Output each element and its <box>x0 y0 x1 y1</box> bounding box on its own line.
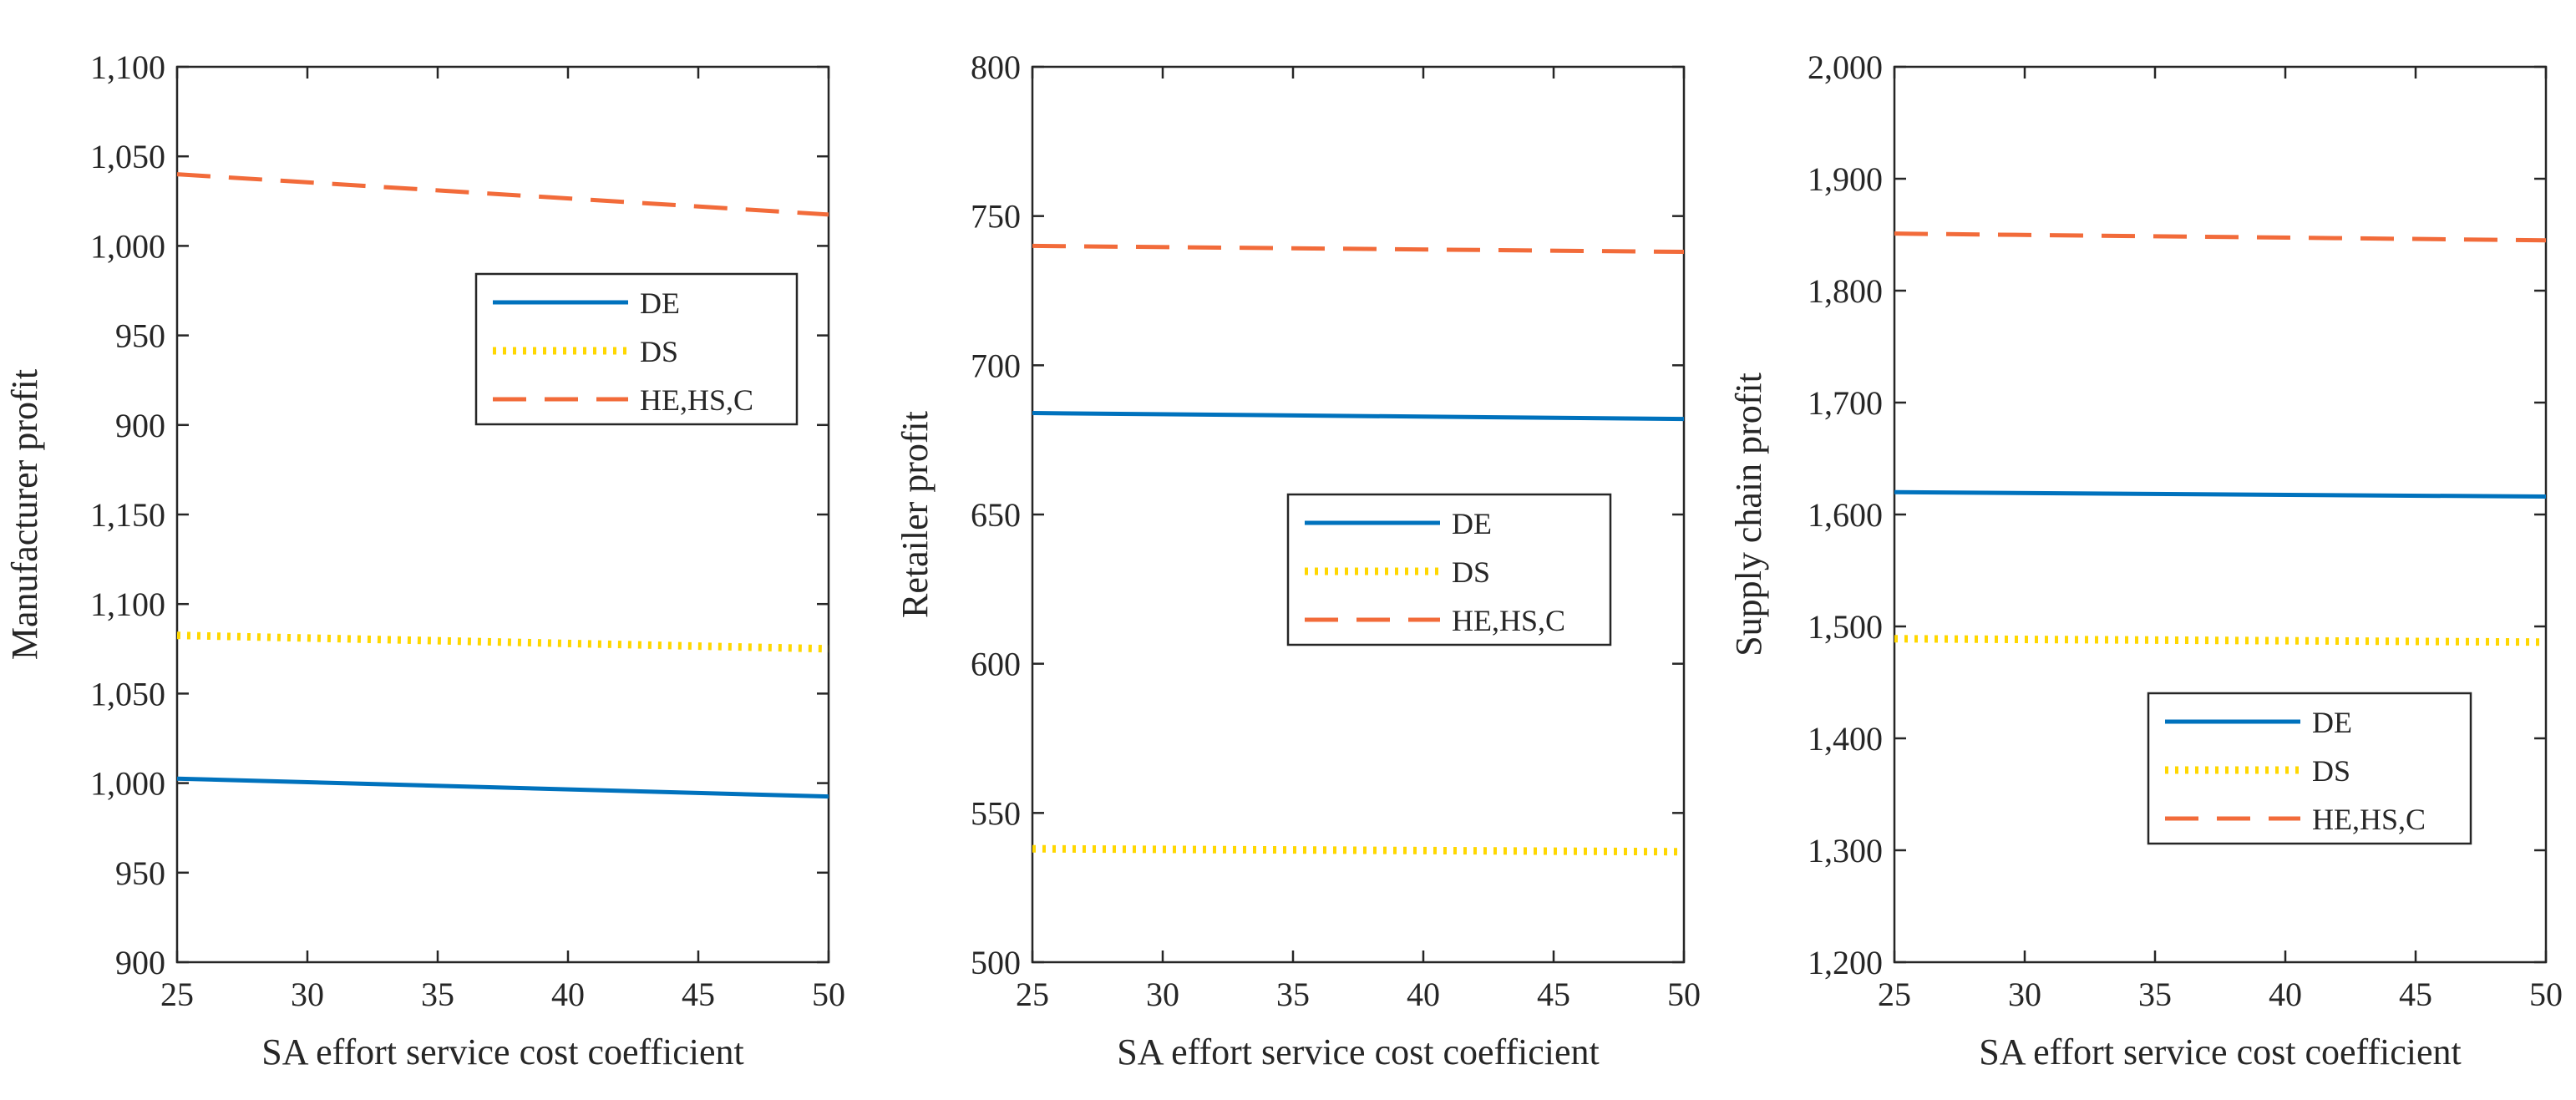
legend-label: HE,HS,C <box>2312 803 2426 836</box>
x-tick-label: 35 <box>1276 976 1310 1013</box>
y-tick-label: 1,500 <box>1808 608 1883 646</box>
chart-panel-3: 25 30 35 40 45 50 1,200 1,300 1,400 1,500 1,600 1,7… <box>1728 48 2563 1072</box>
y-tick-label: 700 <box>971 347 1021 384</box>
legend: DE DS HE,HS,C <box>1288 494 1610 645</box>
x-axis-label: SA effort service cost coefficient <box>261 1032 744 1072</box>
y-tick-label: 650 <box>971 496 1021 534</box>
y-axis-label: Manufacturer profit <box>4 369 45 660</box>
legend-label: DE <box>2312 706 2352 739</box>
y-tick-label: 2,000 <box>1808 48 1883 86</box>
y-tick-label: 1,600 <box>1808 496 1883 534</box>
y-tick-label: 950 <box>115 317 165 355</box>
legend-label: DE <box>1452 507 1492 540</box>
y-tick-label: 1,700 <box>1808 384 1883 422</box>
y-tick-label: 1,100 <box>90 48 165 86</box>
y-tick-label: 950 <box>115 854 165 892</box>
x-tick-label: 40 <box>1407 976 1440 1013</box>
y-tick-label: 550 <box>971 794 1021 832</box>
x-tick-label: 25 <box>1878 976 1911 1013</box>
plot-area <box>177 67 829 962</box>
chart-panel-1: 25 30 35 40 45 50 900 950 1,000 1,050 1,100 1,150 90… <box>4 48 845 1072</box>
figure: 25 30 35 40 45 50 900 950 1,000 1,050 1,100 1,150 90… <box>0 0 2576 1100</box>
y-tick-label: 1,900 <box>1808 160 1883 198</box>
legend-label: HE,HS,C <box>640 383 753 417</box>
y-tick-label: 500 <box>971 944 1021 981</box>
x-tick-label: 45 <box>2399 976 2432 1013</box>
y-tick-label: 1,050 <box>90 675 165 712</box>
chart-panel-2: 25 30 35 40 45 50 500 550 600 650 700 750 800 SA effo… <box>895 48 1701 1072</box>
y-tick-label: 1,200 <box>1808 944 1883 981</box>
y-tick-label: 1,000 <box>90 227 165 265</box>
x-tick-label: 45 <box>682 976 715 1013</box>
legend-label: HE,HS,C <box>1452 604 1565 637</box>
x-tick-label: 30 <box>2008 976 2041 1013</box>
x-tick-label: 30 <box>291 976 324 1013</box>
x-tick-label: 50 <box>812 976 845 1013</box>
x-tick-label: 50 <box>1667 976 1701 1013</box>
y-axis-label: Retailer profit <box>895 411 936 618</box>
legend-label: DS <box>1452 555 1490 589</box>
y-tick-label: 1,300 <box>1808 832 1883 869</box>
x-tick-label: 40 <box>551 976 585 1013</box>
x-axis-label: SA effort service cost coefficient <box>1117 1032 1600 1072</box>
y-tick-label: 1,400 <box>1808 720 1883 758</box>
legend: DE DS HE,HS,C <box>476 274 797 424</box>
y-tick-label: 1,000 <box>90 765 165 803</box>
x-tick-label: 35 <box>421 976 454 1013</box>
legend: DE DS HE,HS,C <box>2148 693 2471 844</box>
y-tick-label: 1,050 <box>90 138 165 175</box>
x-tick-label: 25 <box>1016 976 1049 1013</box>
x-tick-label: 25 <box>160 976 194 1013</box>
y-axis-label: Supply chain profit <box>1728 373 1769 656</box>
legend-label: DS <box>640 335 678 368</box>
y-tick-label: 750 <box>971 198 1021 236</box>
x-axis-label: SA effort service cost coefficient <box>1979 1032 2462 1072</box>
legend-label: DS <box>2312 754 2350 788</box>
y-tick-label: 1,150 <box>90 496 165 534</box>
x-tick-label: 35 <box>2138 976 2172 1013</box>
legend-label: DE <box>640 286 680 320</box>
y-tick-label: 1,100 <box>90 585 165 623</box>
x-tick-label: 50 <box>2529 976 2563 1013</box>
x-tick-label: 45 <box>1537 976 1570 1013</box>
y-tick-label: 1,800 <box>1808 272 1883 310</box>
y-tick-label: 600 <box>971 646 1021 683</box>
x-tick-label: 30 <box>1146 976 1179 1013</box>
y-tick-label: 900 <box>115 944 165 981</box>
y-tick-label: 900 <box>115 407 165 444</box>
x-tick-label: 40 <box>2269 976 2302 1013</box>
y-tick-label: 800 <box>971 48 1021 86</box>
